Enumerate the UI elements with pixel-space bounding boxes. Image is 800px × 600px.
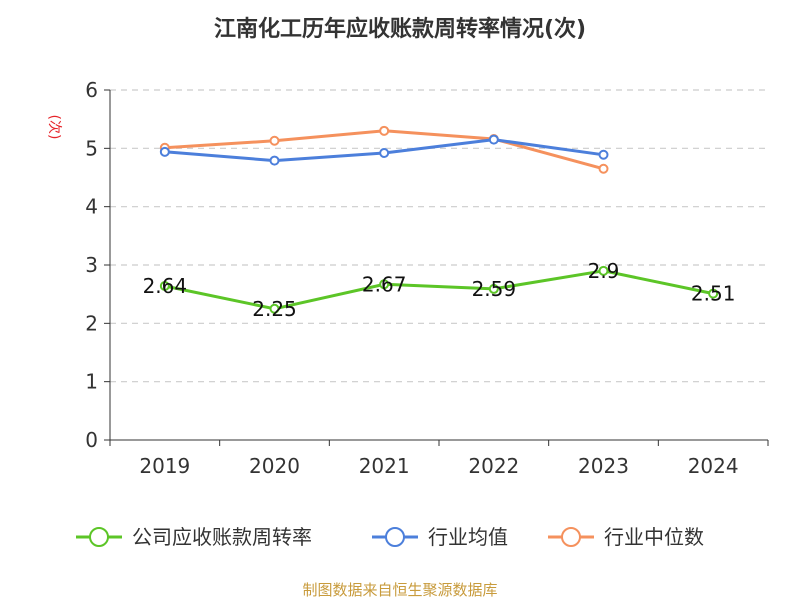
legend-item-2[interactable]: 行业中位数	[548, 525, 704, 549]
series-lines	[159, 125, 719, 314]
axes: 0 1 2 3 4 5 6 2019 2020 2021 2022 2023 2024	[85, 78, 769, 478]
data-label: 2.25	[252, 297, 297, 321]
y-tick-label: 6	[85, 78, 98, 102]
x-tick-label: 2022	[468, 454, 519, 478]
legend-label: 行业中位数	[604, 525, 704, 549]
series-0-point	[159, 281, 170, 291]
y-tick-label: 4	[85, 195, 98, 219]
y-tick-label: 5	[85, 136, 98, 160]
series-1-point	[488, 134, 499, 145]
series-0-point	[269, 303, 280, 314]
x-tick-label: 2020	[249, 454, 300, 478]
data-label: 2.64	[143, 274, 188, 298]
y-axis-unit-label: (次)	[46, 115, 62, 140]
chart-title: 江南化工历年应收账款周转率情况(次)	[214, 16, 586, 42]
y-tick-label: 1	[85, 370, 98, 394]
legend-label: 行业均值	[428, 525, 508, 549]
series-0-point	[708, 288, 719, 299]
data-label: 2.59	[472, 277, 517, 301]
y-tick-label: 0	[85, 428, 98, 452]
data-label: 2.51	[691, 282, 736, 306]
series-line-0	[164, 269, 714, 311]
series-1-point	[159, 146, 170, 157]
series-0-point	[379, 279, 390, 290]
series-1-point	[269, 155, 280, 166]
legend-circle-marker	[561, 527, 581, 547]
series-1-point	[598, 149, 609, 160]
x-tick-label: 2023	[578, 454, 629, 478]
legend-item-0[interactable]: 公司应收账款周转率	[76, 525, 312, 549]
x-tick-label: 2021	[359, 454, 410, 478]
y-tick-label: 3	[85, 253, 98, 277]
series-1-point	[379, 148, 390, 158]
data-label: 2.9	[588, 259, 620, 283]
series-2-point	[379, 125, 390, 136]
x-tick-label: 2024	[688, 454, 739, 478]
legend-label: 公司应收账款周转率	[132, 525, 312, 549]
y-tick-label: 2	[85, 311, 98, 335]
legend-circle-marker	[89, 527, 109, 547]
legend-item-1[interactable]: 行业均值	[372, 525, 508, 549]
series-0-point	[598, 265, 609, 276]
legend-circle-marker	[385, 527, 405, 547]
series-0-point	[488, 283, 499, 294]
source-note: 制图数据来自恒生聚源数据库	[302, 581, 497, 599]
data-label: 2.67	[362, 272, 407, 296]
series-2-point	[598, 163, 609, 174]
series-2-point	[269, 135, 280, 146]
legend: 公司应收账款周转率 行业均值 行业中位数	[76, 525, 704, 549]
data-labels: 2.64 2.25 2.67 2.59 2.9 2.51	[143, 259, 736, 321]
x-tick-label: 2019	[139, 454, 190, 478]
